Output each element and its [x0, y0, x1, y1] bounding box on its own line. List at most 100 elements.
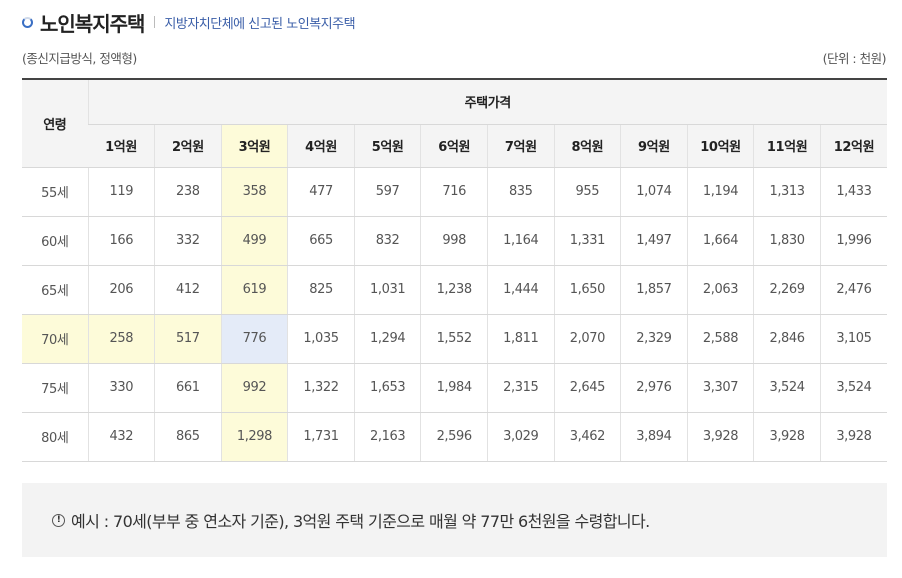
amount-cell: 1,497: [620, 216, 688, 266]
table-body: 55세 119 238 358 477 597 716 835 955 1,074 1,194 1,3…: [22, 167, 887, 462]
amount-cell: 998: [420, 216, 488, 266]
amount-cell: 2,163: [353, 412, 421, 462]
age-cell: 75세: [22, 363, 88, 413]
table-header-row: 연령 주택가격: [22, 78, 887, 168]
amount-cell: 2,063: [686, 265, 754, 315]
amount-cell: 1,194: [686, 167, 754, 217]
amount-cell: 166: [87, 216, 155, 266]
amount-cell: 432: [87, 412, 155, 462]
price-header: 10억원: [686, 124, 754, 168]
amount-cell: 1,731: [287, 412, 355, 462]
price-header: 7억원: [486, 124, 555, 168]
amount-cell: 1,298: [220, 412, 288, 462]
amount-cell: 477: [287, 167, 355, 217]
amount-cell: 665: [287, 216, 355, 266]
amount-cell: 1,074: [620, 167, 688, 217]
unit-label: (단위 : 천원): [822, 51, 887, 66]
table-meta: (종신지급방식, 정액형) (단위 : 천원): [22, 48, 887, 67]
price-header: 11억원: [753, 124, 821, 168]
amount-cell: 1,294: [353, 314, 421, 364]
price-header-row: 1억원 2억원 3억원 4억원 5억원 6억원 7억원 8억원 9억원 10억원 11억원 12억원: [22, 124, 887, 168]
amount-cell: 619: [220, 265, 288, 315]
pension-table: 연령 주택가격 1억원 2억원 3억원 4억원 5억원 6억원 7억원 8억원 9억원 10억원 1…: [22, 78, 887, 462]
info-circle-icon: !: [52, 513, 65, 527]
amount-cell: 1,996: [819, 216, 887, 266]
amount-cell: 206: [87, 265, 155, 315]
amount-cell: 1,433: [819, 167, 887, 217]
amount-cell: 1,857: [620, 265, 688, 315]
amount-cell: 2,846: [753, 314, 821, 364]
amount-cell: 1,984: [420, 363, 488, 413]
table-row: 70세 258 517 776 1,035 1,294 1,552 1,811 2,070 2,3…: [22, 314, 887, 364]
amount-cell: 3,462: [553, 412, 621, 462]
amount-cell: 825: [287, 265, 355, 315]
age-cell: 65세: [22, 265, 88, 315]
amount-cell: 2,329: [620, 314, 688, 364]
price-header: 12억원: [819, 124, 887, 168]
amount-cell: 3,105: [819, 314, 887, 364]
example-note-text: 예시 : 70세(부부 중 연소자 기준), 3억원 주택 기준으로 매월 약 …: [71, 512, 650, 531]
amount-cell: 1,653: [353, 363, 421, 413]
title-divider: [154, 16, 156, 28]
amount-cell: 1,552: [420, 314, 488, 364]
amount-cell: 3,928: [819, 412, 887, 462]
amount-cell: 832: [353, 216, 421, 266]
age-cell: 55세: [22, 167, 88, 217]
amount-cell: 3,307: [686, 363, 754, 413]
amount-cell: 2,645: [553, 363, 621, 413]
price-header: 4억원: [287, 124, 355, 168]
section-header: 노인복지주택 지방자치단체에 신고된 노인복지주택: [22, 8, 356, 36]
amount-cell: 1,035: [287, 314, 355, 364]
age-cell: 80세: [22, 412, 88, 462]
amount-cell: 835: [486, 167, 555, 217]
amount-cell: 955: [553, 167, 621, 217]
amount-cell: 1,238: [420, 265, 488, 315]
amount-cell: 1,650: [553, 265, 621, 315]
amount-cell: 716: [420, 167, 488, 217]
amount-cell: 3,029: [486, 412, 555, 462]
amount-cell: 119: [87, 167, 155, 217]
amount-cell: 1,664: [686, 216, 754, 266]
amount-cell: 865: [154, 412, 222, 462]
page-subtitle: 지방자치단체에 신고된 노인복지주택: [164, 16, 356, 32]
price-header: 1억원: [88, 124, 155, 168]
amount-cell: 1,811: [486, 314, 555, 364]
amount-cell: 3,894: [620, 412, 688, 462]
table-row: 80세 432 865 1,298 1,731 2,163 2,596 3,029 3,462 3…: [22, 412, 887, 462]
amount-cell: 499: [220, 216, 288, 266]
amount-cell: 412: [154, 265, 222, 315]
payment-method-label: (종신지급방식, 정액형): [22, 51, 137, 66]
table-row: 65세 206 412 619 825 1,031 1,238 1,444 1,650 1,857…: [22, 265, 887, 315]
amount-cell: 3,928: [753, 412, 821, 462]
price-header: 5억원: [353, 124, 421, 168]
price-header: 6억원: [420, 124, 488, 168]
price-header: 9억원: [620, 124, 688, 168]
table-row: 60세 166 332 499 665 832 998 1,164 1,331 1,497 1,66…: [22, 216, 887, 266]
amount-cell: 2,976: [620, 363, 688, 413]
page-title: 노인복지주택: [40, 11, 145, 36]
amount-cell: 258: [87, 314, 155, 364]
amount-cell: 1,031: [353, 265, 421, 315]
amount-cell: 661: [154, 363, 222, 413]
example-note: ! 예시 : 70세(부부 중 연소자 기준), 3억원 주택 기준으로 매월 …: [22, 483, 887, 557]
age-cell: 70세: [22, 314, 88, 364]
table-row: 75세 330 661 992 1,322 1,653 1,984 2,315 2,645 2,9…: [22, 363, 887, 413]
amount-cell: 1,444: [486, 265, 555, 315]
amount-cell: 1,313: [753, 167, 821, 217]
amount-cell: 992: [220, 363, 288, 413]
amount-cell: 2,588: [686, 314, 754, 364]
amount-cell: 2,269: [753, 265, 821, 315]
price-header: 2억원: [154, 124, 222, 168]
bullet-icon: [22, 16, 33, 28]
amount-cell: 597: [353, 167, 421, 217]
amount-cell: 1,830: [753, 216, 821, 266]
amount-cell: 1,322: [287, 363, 355, 413]
amount-cell: 3,524: [819, 363, 887, 413]
price-header: 8억원: [553, 124, 621, 168]
amount-cell: 2,315: [486, 363, 555, 413]
amount-cell: 330: [87, 363, 155, 413]
amount-cell: 517: [154, 314, 222, 364]
amount-cell: 358: [220, 167, 288, 217]
amount-cell: 2,070: [553, 314, 621, 364]
amount-cell: 1,164: [486, 216, 555, 266]
